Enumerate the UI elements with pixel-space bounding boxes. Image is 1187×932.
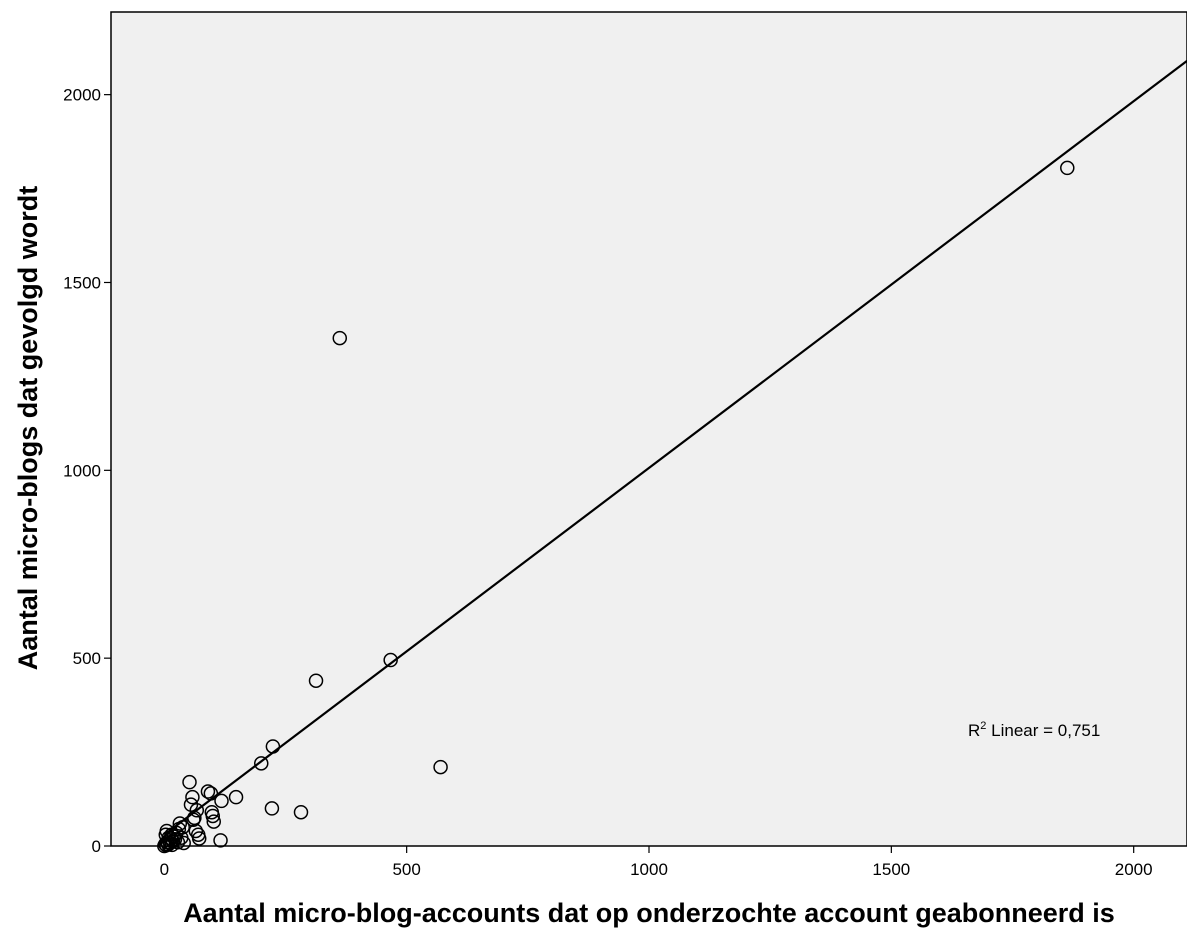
data-point — [189, 803, 205, 818]
data-point — [264, 801, 280, 816]
x-tick-label: 1500 — [872, 860, 910, 879]
data-point — [293, 804, 309, 820]
x-tick-label: 2000 — [1115, 860, 1153, 879]
data-point — [185, 789, 200, 805]
data-point — [200, 784, 216, 799]
plot-area — [110, 11, 1187, 847]
data-point — [205, 808, 221, 824]
data-point — [308, 673, 324, 688]
y-axis-ticks: 0 500 1000 1500 2000 — [63, 86, 111, 856]
data-point — [167, 831, 183, 847]
data-point — [206, 814, 222, 829]
data-point — [213, 833, 228, 848]
y-tick-label: 1500 — [63, 273, 101, 292]
data-point — [228, 789, 244, 805]
data-points — [157, 160, 1075, 854]
data-point — [433, 759, 448, 775]
x-tick-label: 500 — [392, 860, 420, 879]
data-point — [254, 756, 269, 771]
r-squared-prefix: R — [968, 721, 980, 740]
y-axis-title: Aantal micro-blogs dat gevolgd wordt — [13, 186, 43, 671]
x-axis-ticks: 0 500 1000 1500 2000 — [160, 846, 1153, 879]
r-squared-superscript: 2 — [980, 720, 986, 732]
y-tick-label: 1000 — [63, 461, 101, 480]
data-point — [1060, 160, 1075, 176]
data-point — [383, 652, 398, 668]
data-point — [176, 835, 191, 851]
x-tick-label: 1000 — [630, 860, 668, 879]
data-point — [188, 823, 204, 839]
data-point — [182, 774, 197, 790]
y-tick-label: 2000 — [63, 86, 101, 105]
data-point — [164, 827, 179, 842]
data-point — [203, 786, 219, 801]
x-axis-title: Aantal micro-blog-accounts dat op onderz… — [183, 898, 1115, 928]
r-squared-annotation: R2 Linear = 0,751 — [968, 720, 1100, 740]
fit-line-group — [163, 59, 1187, 836]
data-point — [172, 816, 188, 831]
y-tick-label: 500 — [73, 649, 101, 668]
data-point — [175, 819, 190, 835]
data-point — [332, 330, 348, 346]
data-point — [214, 793, 229, 809]
linear-fit-line — [163, 59, 1187, 836]
data-point — [191, 831, 207, 846]
r-squared-text: Linear = 0,751 — [986, 721, 1100, 740]
data-point — [265, 739, 281, 754]
x-tick-label: 0 — [160, 860, 169, 879]
data-point — [161, 830, 176, 845]
y-tick-label: 0 — [92, 837, 101, 856]
